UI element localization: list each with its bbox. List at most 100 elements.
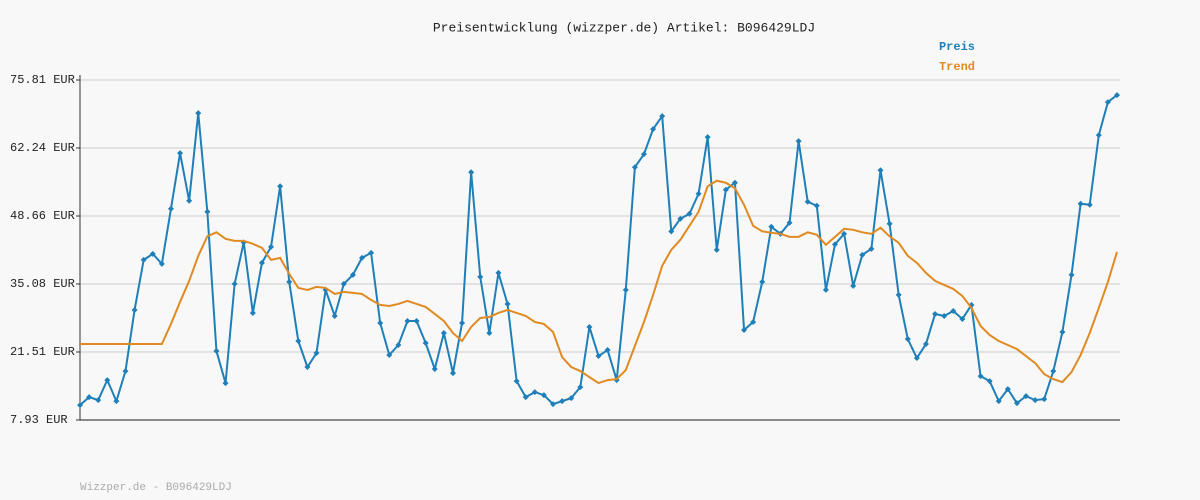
data-point <box>1077 200 1084 207</box>
data-point <box>395 342 402 349</box>
data-point <box>640 151 647 158</box>
data-point <box>468 169 475 176</box>
data-point <box>140 256 147 263</box>
data-point <box>722 186 729 193</box>
y-tick-label: 75.81 EUR <box>10 73 75 87</box>
data-point <box>941 312 948 319</box>
data-point <box>550 401 557 408</box>
data-point <box>904 336 911 343</box>
data-point <box>531 389 538 396</box>
data-point <box>586 323 593 330</box>
data-point <box>495 269 502 276</box>
footer: Wizzper.de - B096429LDJ <box>80 482 232 494</box>
data-point <box>77 402 83 409</box>
data-point <box>832 241 839 248</box>
data-point <box>877 167 884 174</box>
data-point <box>331 312 338 319</box>
data-point <box>431 366 438 373</box>
data-point <box>577 384 584 391</box>
data-point <box>813 202 820 209</box>
data-point <box>504 300 511 307</box>
y-tick-label: 48.66 EUR <box>10 209 75 223</box>
data-point <box>986 378 993 385</box>
data-point <box>686 210 693 217</box>
data-point <box>650 126 657 133</box>
legend-entry: Trend <box>939 60 975 74</box>
data-point <box>231 280 238 287</box>
data-point <box>795 138 802 145</box>
data-point <box>1114 92 1120 99</box>
data-point <box>959 315 966 322</box>
data-point <box>167 205 174 212</box>
data-point <box>268 243 275 250</box>
data-point <box>440 329 447 336</box>
data-point <box>659 113 666 120</box>
data-point <box>522 394 529 401</box>
data-point <box>386 352 393 359</box>
y-tick-label: 7.93 EUR <box>10 413 68 427</box>
data-point <box>631 164 638 171</box>
data-point <box>513 378 520 385</box>
data-point <box>195 110 202 117</box>
data-point <box>122 368 129 375</box>
data-point <box>850 282 857 289</box>
data-point <box>313 350 320 357</box>
data-point <box>977 373 984 380</box>
data-point <box>622 286 629 293</box>
data-point <box>677 215 684 222</box>
data-point <box>358 254 365 261</box>
legend-entry: Preis <box>939 40 975 54</box>
data-point <box>822 286 829 293</box>
data-point <box>713 246 720 253</box>
data-point <box>868 245 875 252</box>
data-point <box>1086 201 1093 208</box>
data-point <box>104 377 111 384</box>
data-point <box>750 318 757 325</box>
data-point <box>786 219 793 226</box>
data-point <box>186 197 193 204</box>
data-point <box>568 395 575 402</box>
data-point <box>886 220 893 227</box>
data-point <box>177 150 184 157</box>
chart-title: Preisentwicklung (wizzper.de) Artikel: B… <box>433 20 815 35</box>
data-point <box>768 223 775 230</box>
data-point <box>932 310 939 317</box>
y-tick-label: 62.24 EUR <box>10 141 75 155</box>
data-point <box>95 397 102 404</box>
data-point <box>859 251 866 258</box>
data-point <box>349 271 356 278</box>
data-point <box>559 398 566 405</box>
data-point <box>449 370 456 377</box>
data-point <box>1023 393 1030 400</box>
data-point <box>695 190 702 197</box>
data-point <box>422 340 429 347</box>
data-point <box>277 183 284 190</box>
data-point <box>340 280 347 287</box>
data-point <box>477 273 484 280</box>
data-point <box>1104 99 1111 106</box>
data-point <box>1068 271 1075 278</box>
data-point <box>1095 132 1102 139</box>
data-point <box>295 338 302 345</box>
data-point <box>741 326 748 333</box>
data-point <box>1059 328 1066 335</box>
data-point <box>1032 397 1039 404</box>
data-point <box>459 319 466 326</box>
data-point <box>249 309 256 316</box>
data-point <box>895 291 902 298</box>
data-point <box>595 353 602 360</box>
data-point <box>804 198 811 205</box>
data-point <box>131 306 138 313</box>
data-point <box>604 347 611 354</box>
y-tick-label: 35.08 EUR <box>10 277 75 291</box>
data-point <box>213 348 220 355</box>
data-point <box>704 134 711 141</box>
data-point <box>304 364 311 371</box>
data-point <box>286 278 293 285</box>
data-point <box>113 398 120 405</box>
data-point <box>86 394 93 401</box>
data-point <box>486 329 493 336</box>
